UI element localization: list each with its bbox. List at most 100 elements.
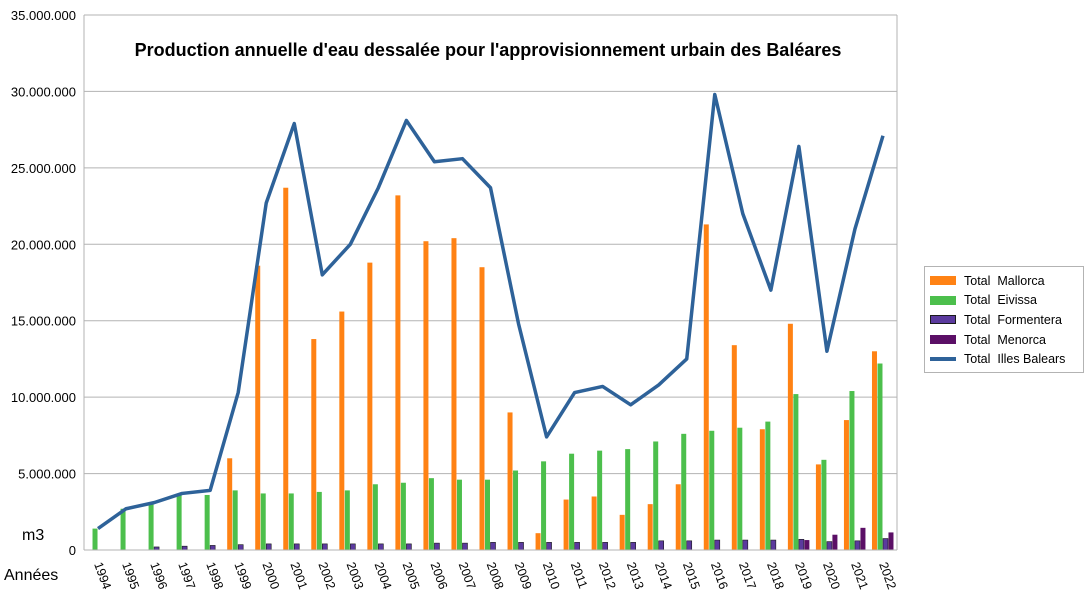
bar bbox=[625, 449, 631, 550]
bar bbox=[428, 478, 434, 550]
bar bbox=[860, 527, 866, 550]
bar bbox=[260, 493, 266, 550]
bar bbox=[367, 262, 373, 550]
legend-swatch bbox=[930, 295, 956, 305]
x-tick-label: 2016 bbox=[708, 560, 731, 591]
legend-swatch bbox=[930, 315, 956, 325]
bar bbox=[871, 351, 877, 550]
legend-item: Total Mallorca bbox=[925, 271, 1083, 291]
legend-item: Total Illes Balears bbox=[925, 349, 1083, 369]
bar bbox=[237, 544, 244, 551]
y-tick-label: 35.000.000 bbox=[11, 8, 76, 23]
x-tick-label: 1994 bbox=[91, 560, 114, 591]
bar bbox=[227, 458, 233, 550]
bar bbox=[770, 539, 777, 551]
bar bbox=[535, 533, 541, 550]
bar bbox=[283, 187, 289, 550]
bar bbox=[742, 539, 749, 551]
bar bbox=[344, 490, 350, 550]
legend-swatch bbox=[930, 357, 956, 362]
bar bbox=[821, 459, 827, 550]
bar bbox=[826, 541, 833, 551]
bar bbox=[378, 543, 384, 551]
bar bbox=[703, 224, 709, 550]
bar bbox=[787, 323, 793, 550]
bar bbox=[854, 540, 861, 551]
x-tick-label: 2019 bbox=[792, 560, 815, 591]
bar bbox=[456, 479, 462, 550]
bar bbox=[255, 265, 261, 550]
legend-label: Total Formentera bbox=[964, 312, 1062, 327]
bar bbox=[479, 267, 485, 550]
bar bbox=[675, 484, 681, 550]
bar bbox=[681, 433, 687, 550]
bar bbox=[849, 391, 855, 550]
bar bbox=[120, 508, 126, 550]
y-tick-label: 25.000.000 bbox=[11, 161, 76, 176]
x-axis-label: Années bbox=[4, 567, 59, 584]
bar bbox=[339, 311, 345, 550]
bar bbox=[877, 363, 883, 550]
bar bbox=[406, 543, 412, 551]
bar bbox=[321, 543, 328, 551]
bar bbox=[232, 490, 238, 550]
bar bbox=[815, 464, 821, 550]
x-tick-label: 2007 bbox=[456, 560, 479, 591]
chart-title: Production annuelle d'eau dessalée pour … bbox=[134, 40, 842, 60]
x-tick-label: 2009 bbox=[512, 560, 535, 591]
bar bbox=[630, 542, 636, 551]
bar bbox=[563, 499, 569, 550]
bar bbox=[423, 241, 429, 550]
bar bbox=[653, 441, 659, 550]
bar bbox=[92, 528, 98, 550]
x-tick-label: 2011 bbox=[568, 560, 590, 590]
bar bbox=[400, 482, 406, 550]
x-tick-label: 2002 bbox=[315, 560, 338, 591]
y-tick-label: 30.000.000 bbox=[11, 84, 76, 99]
bar bbox=[209, 545, 216, 551]
bar bbox=[843, 420, 849, 550]
bar bbox=[513, 470, 519, 550]
y-tick-label: 15.000.000 bbox=[11, 314, 76, 329]
x-tick-label: 2017 bbox=[736, 560, 759, 591]
x-tick-label: 2015 bbox=[680, 560, 703, 591]
bar bbox=[804, 540, 810, 550]
bar bbox=[658, 540, 665, 551]
bar bbox=[293, 543, 300, 551]
x-tick-label: 2018 bbox=[764, 560, 787, 591]
bar bbox=[709, 430, 715, 550]
bar bbox=[372, 484, 378, 550]
bar bbox=[507, 412, 513, 550]
bar bbox=[265, 543, 272, 551]
y-tick-label: 0 bbox=[69, 543, 76, 558]
bar bbox=[204, 494, 210, 550]
legend-item: Total Eivissa bbox=[925, 291, 1083, 311]
bar bbox=[882, 538, 889, 551]
x-tick-label: 2008 bbox=[484, 560, 507, 591]
bar bbox=[148, 504, 154, 550]
bar bbox=[541, 461, 547, 550]
x-tick-label: 2005 bbox=[400, 560, 423, 591]
bar bbox=[462, 542, 468, 551]
bar bbox=[574, 542, 580, 551]
x-tick-label: 2003 bbox=[344, 560, 367, 591]
bar bbox=[647, 504, 653, 550]
bar bbox=[434, 542, 440, 551]
bar bbox=[316, 491, 322, 550]
bar bbox=[181, 545, 188, 551]
bar bbox=[602, 542, 608, 551]
bar bbox=[395, 195, 401, 550]
y-tick-label: 20.000.000 bbox=[11, 237, 76, 252]
x-tick-label: 2021 bbox=[848, 560, 871, 591]
legend-item: Total Menorca bbox=[925, 330, 1083, 350]
legend-label: Total Mallorca bbox=[964, 273, 1045, 288]
y-tick-label: 10.000.000 bbox=[11, 390, 76, 405]
x-tick-label: 1997 bbox=[175, 560, 198, 591]
x-tick-label: 1996 bbox=[147, 560, 170, 591]
bar bbox=[686, 540, 693, 551]
x-tick-label: 2006 bbox=[428, 560, 451, 591]
legend-swatch bbox=[930, 276, 956, 286]
x-tick-label: 1995 bbox=[119, 560, 142, 591]
legend-swatch bbox=[930, 335, 956, 345]
